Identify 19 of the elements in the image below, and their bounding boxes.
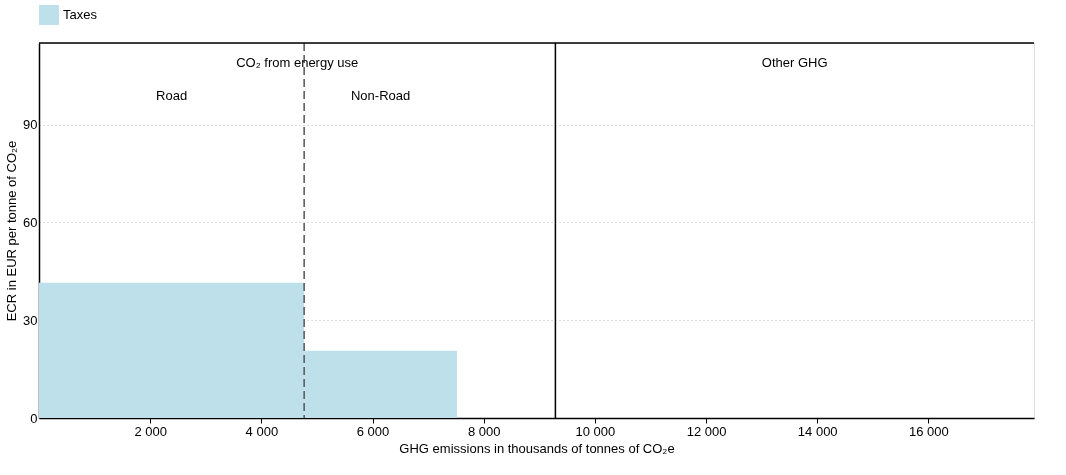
x-tick-label: 6 000 xyxy=(356,423,390,439)
y-tick-label: 0 xyxy=(30,410,38,426)
x-tick-label: 2 000 xyxy=(134,423,167,439)
annotation: Other GHG xyxy=(761,55,828,70)
y-tick-label: 90 xyxy=(23,117,38,133)
legend-label: Taxes xyxy=(63,7,98,22)
x-tick-label: 12 000 xyxy=(686,423,727,439)
annotation: CO₂ from energy use xyxy=(236,55,359,70)
x-tick-label: 14 000 xyxy=(797,423,838,439)
annotation: Road xyxy=(156,88,188,103)
x-tick-label: 8 000 xyxy=(467,423,501,439)
annotation: Non-Road xyxy=(350,88,411,103)
x-tick-label: 4 000 xyxy=(245,423,279,439)
x-axis-title: GHG emissions in thousands of tonnes of CO₂e xyxy=(399,440,675,456)
x-tick-label: 16 000 xyxy=(909,423,949,439)
y-tick-label: 30 xyxy=(23,312,38,328)
y-axis-title: ECR in EUR per tonne of CO₂e xyxy=(4,140,20,322)
x-tick-label: 10 000 xyxy=(575,423,616,439)
y-tick-label: 60 xyxy=(23,214,38,230)
